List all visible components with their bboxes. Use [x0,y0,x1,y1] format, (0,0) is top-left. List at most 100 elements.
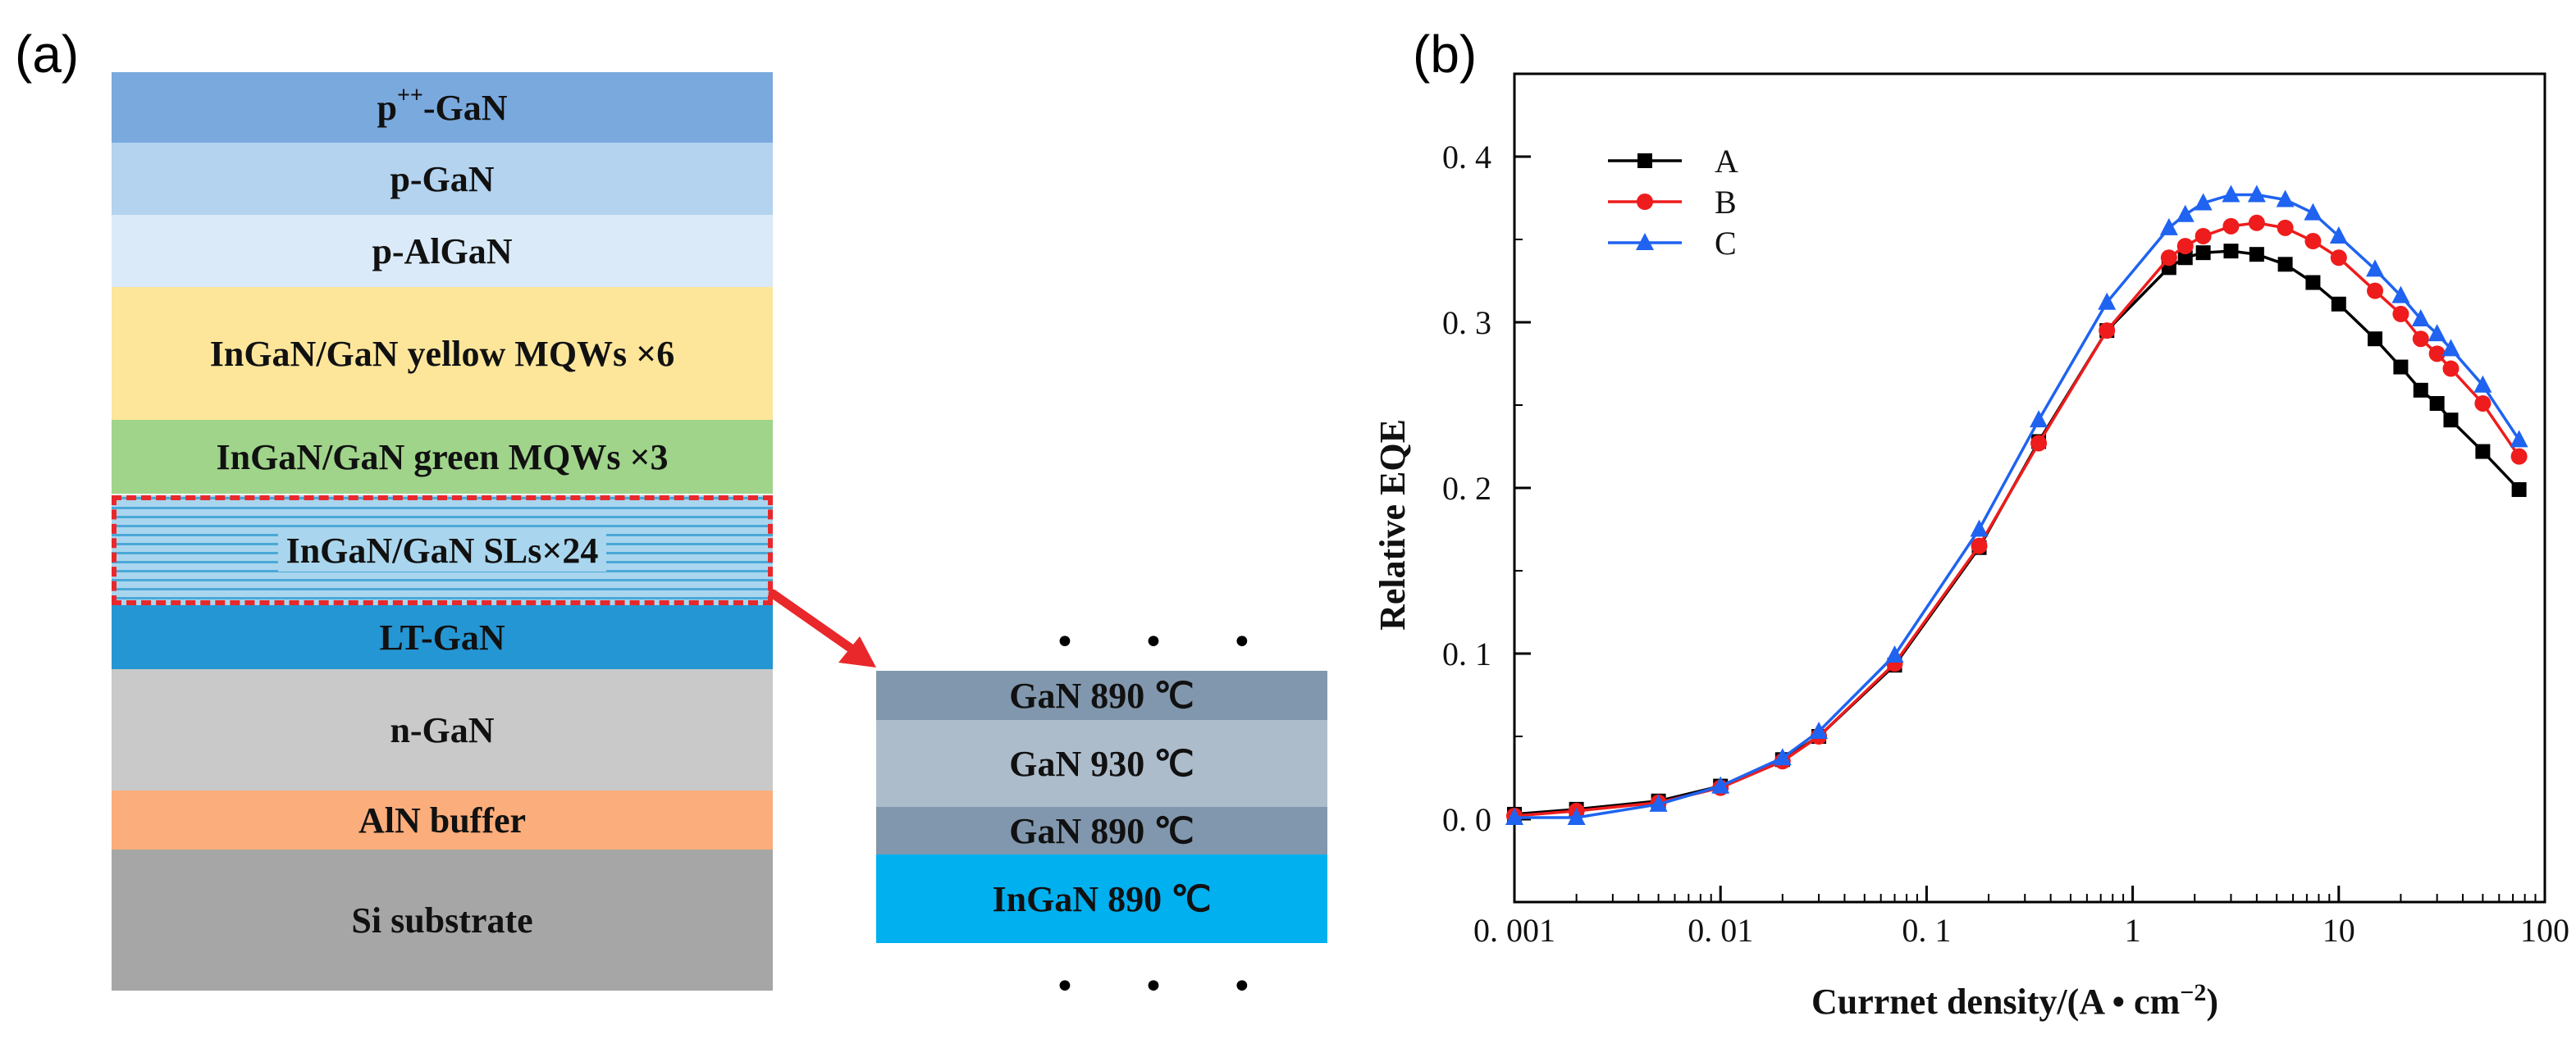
detail-ingan-890: InGaN 890 ℃ [876,854,1327,943]
data-point-B [1506,807,1523,824]
legend-label-B: B [1715,184,1737,221]
data-point-A [1971,540,1987,555]
legend-entry-B: B [1608,184,1737,221]
data-point-C [2441,339,2460,357]
data-point-B [1811,728,1828,745]
layer-p-plus-base: p [377,87,397,128]
data-point-A [1887,658,1902,673]
detail-gan-930: GaN 930 ℃ [876,720,1327,807]
data-point-C [1649,794,1668,812]
data-point-A [2305,275,2321,290]
data-point-A [2475,444,2491,459]
data-point-B [2392,305,2409,322]
data-point-B [1650,794,1667,811]
data-point-A [1811,729,1827,744]
data-point-B [2176,238,2194,255]
data-point-B [2510,448,2528,465]
ellipsis-top: • • • [1054,622,1281,663]
data-point-C [2194,193,2213,211]
legend-marker-A [1637,153,1652,168]
data-point-C [2304,203,2323,221]
data-point-B [1774,753,1791,770]
x-axis-title-main: Currnet density/(A • cm [1811,982,2180,1022]
data-point-C [2159,217,2178,235]
data-point-C [2366,259,2385,277]
data-point-C [2030,410,2048,428]
data-point-A [2429,395,2445,411]
data-point-C [2391,285,2410,303]
data-point-A [1569,801,1584,817]
data-point-C [2098,292,2117,310]
data-point-C [2428,324,2446,342]
series-line-B [1514,221,2521,818]
data-point-B [2367,282,2384,299]
x-tick-label: 100 [2520,912,2569,949]
data-point-A [2413,382,2428,398]
data-point-A [2249,247,2264,262]
data-point-A [2195,245,2211,261]
legend-label-A: A [1715,143,1738,180]
x-tick-label: 10 [2323,912,2355,949]
data-point-C [1773,748,1792,766]
data-point-B [2099,322,2116,339]
data-point-C [1711,776,1730,794]
data-point-B [1886,655,1903,672]
data-point-C [2222,185,2240,203]
data-point-B [2428,345,2446,362]
x-tick-label: 0. 001 [1473,912,1555,949]
data-point-A [2277,257,2293,272]
data-point-B [2442,360,2460,377]
layer-sls-label: InGaN/GaN SLs×24 [277,529,607,572]
data-point-A [1713,778,1729,794]
data-point-B [1712,779,1729,796]
layer-sls: InGaN/GaN SLs×24 [112,495,773,605]
series-C [1505,185,2528,825]
data-point-C [1505,807,1523,825]
legend-marker-B [1637,194,1653,210]
data-point-C [2510,430,2528,448]
y-tick-label: 0. 2 [1442,470,1491,507]
legend-marker-C [1636,233,1654,250]
layer-p-gan: p-GaN [112,143,773,215]
data-point-B [1568,802,1585,819]
data-point-C [2329,226,2348,244]
data-point-B [2412,330,2429,348]
data-point-B [2160,249,2177,267]
data-point-A [1651,793,1666,809]
data-point-B [2277,219,2294,236]
data-point-A [2031,434,2047,449]
detail-gan-890-bottom: GaN 890 ℃ [876,807,1327,854]
data-point-C [1970,519,1989,537]
data-point-C [2473,375,2492,393]
series-A [1507,244,2527,822]
layer-p-plus-gan: p ++ -GaN [112,72,773,143]
series-line-C [1514,193,2521,819]
layer-aln-buffer: AlN buffer [112,791,773,850]
legend-entry-A: A [1608,143,1738,180]
data-point-A [2393,359,2409,375]
x-tick-label: 1 [2125,912,2141,949]
data-point-A [2099,323,2115,339]
data-point-A [2511,482,2527,498]
y-tick-label: 0. 4 [1442,139,1491,175]
data-point-A [1507,806,1522,822]
data-point-A [2368,331,2383,347]
layer-p-algan: p-AlGaN [112,215,773,287]
data-point-C [2276,189,2295,207]
layer-si-substrate: Si substrate [112,850,773,991]
data-point-B [2330,249,2347,267]
series-B [1506,214,2528,824]
data-point-B [2474,394,2492,412]
data-point-A [2331,296,2346,312]
data-point-B [2030,435,2048,452]
data-point-C [1810,721,1829,739]
data-point-A [1774,752,1790,768]
x-axis-title-sup: −2 [2180,979,2206,1006]
data-point-B [2222,217,2240,235]
data-point-C [2176,204,2195,222]
panel-b-label: (b) [1413,25,1478,84]
layer-yellow-mqws: InGaN/GaN yellow MQWs ×6 [112,287,773,420]
data-point-C [1567,807,1586,825]
data-point-A [2161,260,2176,276]
panel-a-label: (a) [15,25,80,84]
